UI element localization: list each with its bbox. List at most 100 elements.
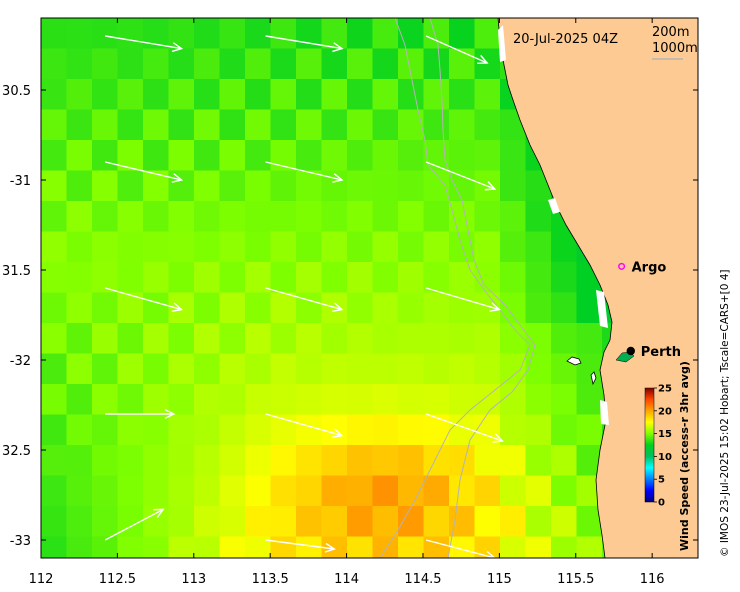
grid-cell	[194, 323, 221, 355]
y-tick-label: -33	[10, 534, 31, 549]
map-timestamp: 20-Jul-2025 04Z	[513, 32, 618, 47]
wind-arrow	[425, 539, 496, 558]
colorbar-tick-label: 25	[658, 384, 672, 395]
grid-cell	[219, 18, 246, 50]
grid-cell	[347, 414, 374, 446]
grid-cell	[270, 262, 297, 294]
grid-cell	[92, 170, 119, 202]
grid-cell	[143, 353, 170, 385]
grid-cell	[143, 109, 170, 141]
grid-cell	[347, 475, 374, 507]
grid-cell	[372, 384, 399, 416]
colorbar: 0 5 10 15 20 25 Wind Speed (access-r 3hr avg)	[644, 361, 691, 551]
grid-cell	[66, 353, 93, 385]
grid-cell	[245, 79, 272, 111]
grid-cell	[576, 414, 603, 446]
grid-cell	[219, 536, 246, 558]
grid-cell	[372, 231, 399, 263]
grid-cell	[117, 353, 144, 385]
x-tick-label: 116	[640, 572, 665, 587]
wind-arrow	[425, 287, 501, 312]
grid-cell	[117, 262, 144, 294]
grid-cell	[347, 292, 374, 324]
contour-legend: 200m 1000m	[652, 25, 698, 60]
grid-cell	[66, 262, 93, 294]
grid-cell	[66, 140, 93, 172]
grid-cell	[66, 414, 93, 446]
grid-cell	[270, 231, 297, 263]
grid-cell	[525, 414, 552, 446]
grid-cell	[143, 384, 170, 416]
grid-cell	[143, 445, 170, 477]
grid-cell	[219, 48, 246, 80]
grid-cell	[474, 536, 501, 558]
x-tick-label: 112	[29, 572, 54, 587]
grid-cell	[270, 384, 297, 416]
grid-cell	[41, 140, 68, 172]
grid-cell	[525, 506, 552, 538]
grid-cell	[525, 262, 552, 294]
grid-cell	[500, 170, 527, 202]
plot-frame	[40, 17, 699, 559]
grid-cell	[270, 475, 297, 507]
wind-arrow	[425, 35, 489, 65]
grid-cell	[219, 445, 246, 477]
grid-cell	[347, 18, 374, 50]
grid-cell	[551, 323, 578, 355]
grid-cell	[296, 445, 323, 477]
grid-cell	[474, 323, 501, 355]
grid-cell	[270, 506, 297, 538]
grid-cell	[219, 262, 246, 294]
grid-cell	[41, 414, 68, 446]
grid-cell	[168, 323, 195, 355]
grid-cell	[500, 262, 527, 294]
grid-cell	[66, 506, 93, 538]
grid-cell	[270, 201, 297, 233]
grid-cell	[372, 323, 399, 355]
grid-cell	[245, 536, 272, 558]
grid-cell	[219, 170, 246, 202]
grid-cell	[92, 79, 119, 111]
grid-cell	[194, 140, 221, 172]
grid-cell	[449, 201, 476, 233]
grid-cell	[194, 201, 221, 233]
grid-cell	[423, 353, 450, 385]
grid-cell	[296, 536, 323, 558]
grid-cell	[423, 201, 450, 233]
grid-cell	[347, 231, 374, 263]
grid-cell	[92, 140, 119, 172]
grid-cell	[92, 506, 119, 538]
grid-cell	[219, 353, 246, 385]
grid-cell	[117, 536, 144, 558]
colorbar-tick-label: 5	[658, 475, 665, 486]
plot-area: Argo Perth	[41, 18, 698, 558]
grid-cell	[168, 18, 195, 50]
grid-cell	[347, 79, 374, 111]
grid-cell	[117, 201, 144, 233]
grid-cell	[525, 201, 552, 233]
grid-cell	[92, 475, 119, 507]
grid-cell	[245, 231, 272, 263]
grid-cell	[321, 140, 348, 172]
grid-cell	[398, 262, 425, 294]
wind-arrow	[265, 161, 344, 183]
grid-cell	[92, 18, 119, 50]
grid-cell	[245, 48, 272, 80]
grid-cell	[194, 79, 221, 111]
grid-cell	[398, 140, 425, 172]
grid-cell	[117, 323, 144, 355]
grid-cell	[296, 323, 323, 355]
grid-cell	[41, 201, 68, 233]
grid-cell	[194, 384, 221, 416]
grid-cell	[551, 506, 578, 538]
x-tick-label: 113.5	[252, 572, 289, 587]
wind-arrow	[265, 413, 344, 439]
grid-cell	[423, 231, 450, 263]
grid-cell	[245, 445, 272, 477]
colorbar-title: Wind Speed (access-r 3hr avg)	[678, 361, 691, 551]
grid-cell	[219, 231, 246, 263]
grid-cell	[296, 140, 323, 172]
grid-cell	[372, 170, 399, 202]
grid-cell	[117, 170, 144, 202]
grid-cell	[143, 506, 170, 538]
